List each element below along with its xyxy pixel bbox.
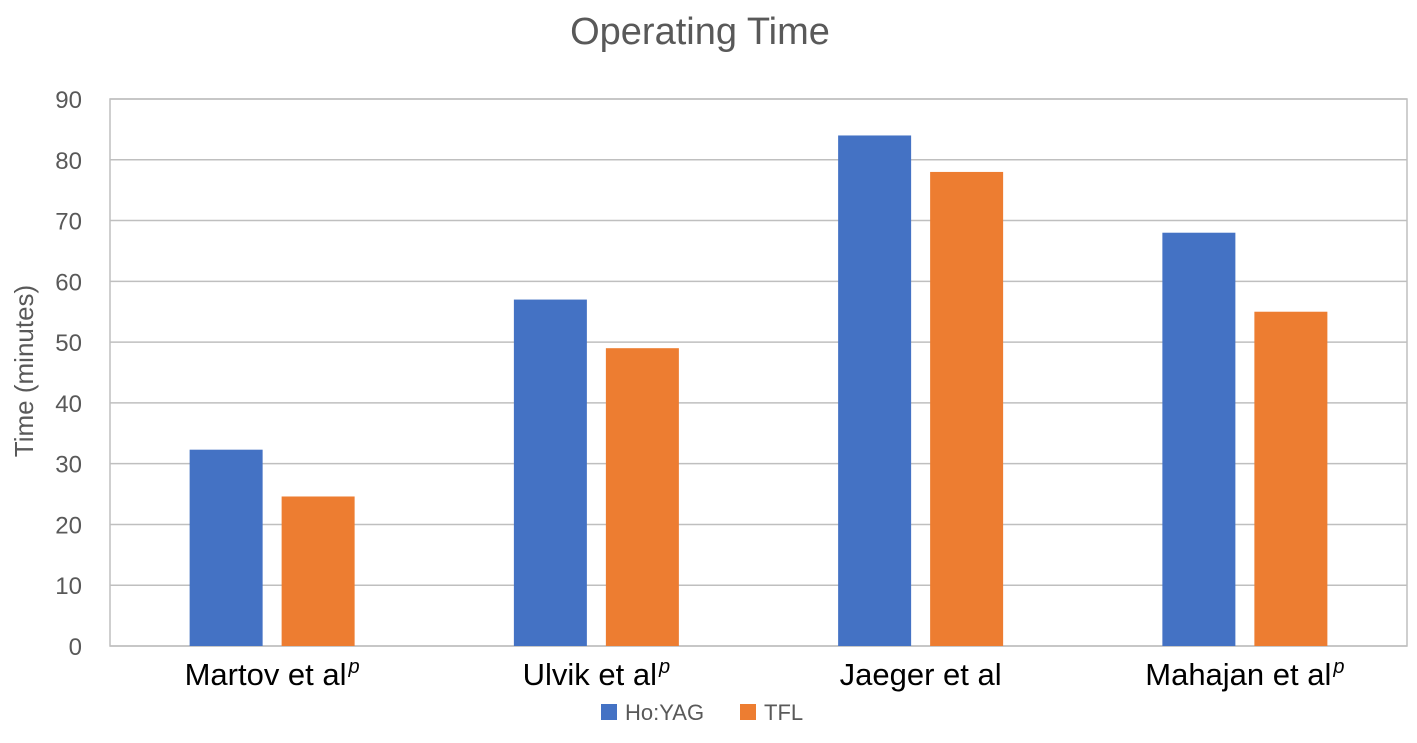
bar-ho-yag-0: [189, 449, 263, 646]
x-tick-label: Mahajan et al p: [1145, 656, 1344, 692]
y-tick-label: 70: [55, 209, 82, 236]
legend: Ho:YAG TFL: [601, 700, 803, 725]
bar-tfl-1: [605, 348, 679, 646]
bar-tfl-3: [1254, 311, 1328, 646]
x-tick-superscript: p: [1332, 656, 1344, 678]
y-tick-label: 20: [55, 512, 82, 539]
x-tick-label: Ulvik et al p: [523, 656, 671, 692]
x-tick-label: Martov et al p: [185, 656, 360, 692]
bars: [189, 135, 1328, 646]
x-tick-superscript: p: [348, 656, 360, 678]
legend-label: Ho:YAG: [625, 700, 704, 725]
y-tick-label: 30: [55, 452, 82, 479]
bar-tfl-2: [930, 171, 1004, 646]
bar-ho-yag-3: [1162, 232, 1236, 646]
y-tick-label: 80: [55, 148, 82, 175]
y-tick-label: 10: [55, 573, 82, 600]
bar-ho-yag-2: [838, 135, 912, 646]
x-tick-label: Jaeger et al: [840, 657, 1002, 692]
legend-label: TFL: [764, 700, 803, 725]
y-tick-label: 50: [55, 330, 82, 357]
x-tick-name: Jaeger et al: [840, 657, 1002, 692]
y-axis-label: Time (minutes): [9, 285, 39, 457]
y-tick-label: 0: [69, 634, 82, 661]
bar-tfl-0: [281, 496, 355, 646]
plot-area-border: [109, 98, 1408, 647]
y-axis-ticks: 0 10 20 30 40 50 60 70 80 90: [55, 87, 82, 661]
y-tick-label: 60: [55, 269, 82, 296]
legend-swatch: [601, 704, 617, 720]
x-tick-superscript: p: [658, 656, 670, 678]
y-tick-label: 40: [55, 391, 82, 418]
x-axis-ticks: Martov et al p Ulvik et al p Jaeger et al Mah…: [185, 656, 1345, 692]
x-tick-name: Mahajan et al: [1145, 657, 1331, 692]
x-tick-name: Ulvik et al: [523, 657, 657, 692]
x-tick-name: Martov et al: [185, 657, 347, 692]
chart-title: Operating Time: [570, 11, 830, 53]
y-tick-label: 90: [55, 87, 82, 114]
bar-ho-yag-1: [513, 299, 587, 646]
legend-swatch: [740, 704, 756, 720]
